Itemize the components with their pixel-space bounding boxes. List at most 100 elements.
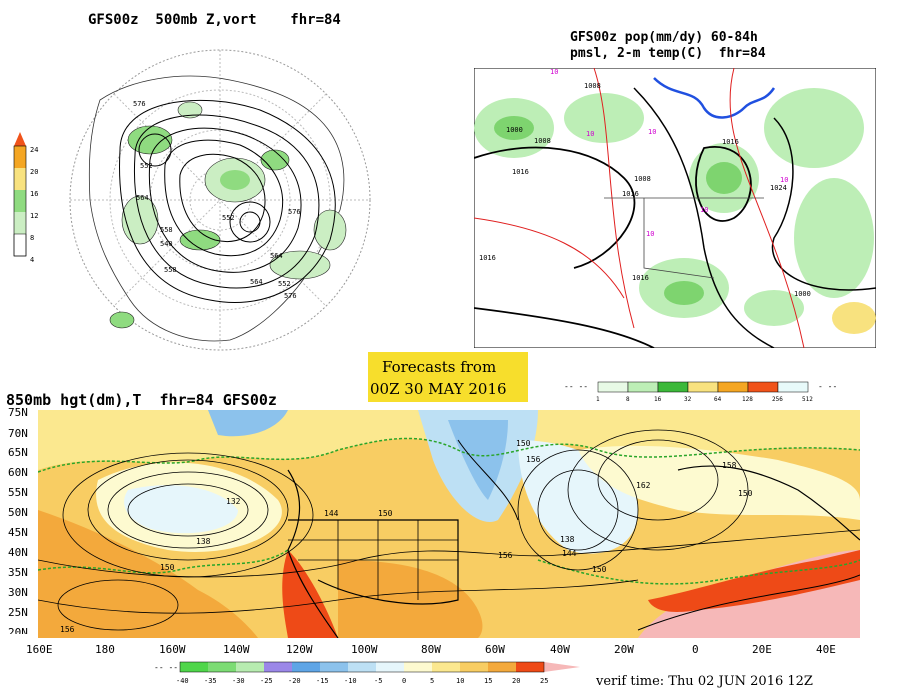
pmsl-label-8: 1024 bbox=[770, 184, 787, 192]
vort-tick-1: 24 bbox=[30, 146, 38, 154]
z850-label-3: 150 bbox=[160, 563, 175, 572]
pmsl-label-9: 1016 bbox=[479, 254, 496, 262]
pop-tick-7: 256 bbox=[772, 396, 783, 402]
precip-legend: -- -- 1 8 16 32 64 128 256 512 - -- bbox=[564, 381, 837, 402]
panel-precip-title-2: pmsl, 2-m temp(C) fhr=84 bbox=[570, 46, 766, 61]
z500-label-10: 564 bbox=[250, 278, 263, 286]
pmsl-label-11: 1000 bbox=[794, 290, 811, 298]
lon-label-60w: 60W bbox=[485, 643, 505, 656]
lat-label-55n: 55N bbox=[8, 486, 28, 499]
lat-label-20n: 20N bbox=[8, 626, 28, 634]
panel-500mb-title: GFS00z 500mb Z,vort fhr=84 bbox=[88, 12, 341, 28]
z500-label-8: 564 bbox=[270, 252, 283, 260]
t2m-label-6: 10 bbox=[780, 176, 788, 184]
lon-label-100w: 100W bbox=[351, 643, 378, 656]
z850-label-8: 156 bbox=[526, 455, 541, 464]
pmsl-label-6: 1016 bbox=[622, 190, 639, 198]
t2m-label-5: 10 bbox=[700, 206, 708, 214]
pop-tick-8: 512 bbox=[802, 396, 813, 402]
panel-precip-title-1: GFS00z pop(mm/dy) 60-84h bbox=[570, 30, 758, 45]
z500-label-9: 558 bbox=[164, 266, 177, 274]
lat-label-70n: 70N bbox=[8, 427, 28, 440]
lon-label-40e: 40E bbox=[816, 643, 836, 656]
z850-label-11: 150 bbox=[592, 565, 607, 574]
lat-label-30n: 30N bbox=[8, 586, 28, 599]
lon-label-40w: 40W bbox=[550, 643, 570, 656]
z850-label-2: 138 bbox=[196, 537, 211, 546]
temp-tick-4: -25 bbox=[260, 677, 273, 685]
z850-label-12: 162 bbox=[636, 481, 651, 490]
temp-tick-9: 0 bbox=[402, 677, 406, 685]
latitude-axis: 75N 70N 65N 60N 55N 50N 45N 40N 35N 30N … bbox=[8, 406, 28, 634]
lon-label-0: 0 bbox=[692, 643, 699, 656]
z500-label-4: 558 bbox=[160, 226, 173, 234]
vort-tick-4: 12 bbox=[30, 212, 38, 220]
forecast-line-1: Forecasts from bbox=[382, 358, 497, 376]
z850-label-15: 156 bbox=[60, 625, 75, 634]
z500-label-5: 540 bbox=[160, 240, 173, 248]
pmsl-label-7: 1016 bbox=[722, 138, 739, 146]
z500-label-12: 576 bbox=[284, 292, 297, 300]
vort-tick-6: 4 bbox=[30, 256, 34, 264]
vort-tick-3: 16 bbox=[30, 190, 38, 198]
z500-label-3: 564 bbox=[136, 194, 149, 202]
svg-text:-- --: -- -- bbox=[564, 382, 588, 391]
lat-label-75n: 75N bbox=[8, 406, 28, 419]
temp-tick-8: -5 bbox=[374, 677, 382, 685]
pmsl-label-10: 1016 bbox=[632, 274, 649, 282]
t2m-label-1: 10 bbox=[550, 68, 558, 76]
z500-label-1: 576 bbox=[133, 100, 146, 108]
z850-label-10: 144 bbox=[562, 549, 577, 558]
z500-label-7: 576 bbox=[288, 208, 301, 216]
lon-label-80w: 80W bbox=[421, 643, 441, 656]
vort-tick-5: 8 bbox=[30, 234, 34, 242]
z850-label-6: 156 bbox=[498, 551, 513, 560]
forecast-box: Forecasts from 00Z 30 MAY 2016 bbox=[368, 352, 528, 402]
svg-text:- --: - -- bbox=[818, 382, 837, 391]
lon-label-140w: 140W bbox=[223, 643, 250, 656]
temp-tick-1: -40 bbox=[176, 677, 189, 685]
z850-label-9: 138 bbox=[560, 535, 575, 544]
lon-label-120w: 120W bbox=[286, 643, 313, 656]
temperature-legend: -- -- -40 -35 -30 -25 -20 -15 -10 -5 0 5… bbox=[154, 661, 580, 685]
z850-label-13: 158 bbox=[722, 461, 737, 470]
pop-tick-4: 32 bbox=[684, 396, 692, 402]
pmsl-label-5: 1008 bbox=[634, 175, 651, 183]
temp-tick-2: -35 bbox=[204, 677, 217, 685]
lat-label-65n: 65N bbox=[8, 446, 28, 459]
temp-tick-6: -15 bbox=[316, 677, 329, 685]
z850-label-4: 144 bbox=[324, 509, 339, 518]
pmsl-label-4: 1016 bbox=[512, 168, 529, 176]
temp-tick-11: 10 bbox=[456, 677, 464, 685]
pop-tick-6: 128 bbox=[742, 396, 753, 402]
z850-label-14: 150 bbox=[738, 489, 753, 498]
temp-tick-14: 25 bbox=[540, 677, 548, 685]
lon-label-180: 180 bbox=[95, 643, 115, 656]
lon-label-160w: 160W bbox=[159, 643, 186, 656]
pop-tick-5: 64 bbox=[714, 396, 722, 402]
pmsl-label-1: 1008 bbox=[584, 82, 601, 90]
lat-label-50n: 50N bbox=[8, 506, 28, 519]
panel-850mb-title: 850mb hgt(dm),T fhr=84 GFS00z bbox=[6, 391, 277, 409]
temp-tick-13: 20 bbox=[512, 677, 520, 685]
precip-pmsl-map: 1008 1008 1000 1016 1008 1016 1016 1024 … bbox=[474, 68, 876, 348]
z500-label-2: 552 bbox=[140, 162, 153, 170]
temp-tick-7: -10 bbox=[344, 677, 357, 685]
z500-label-6: 552 bbox=[222, 214, 235, 222]
map-850mb: 132 138 150 144 150 156 150 156 138 144 … bbox=[38, 410, 860, 638]
temp-tick-5: -20 bbox=[288, 677, 301, 685]
svg-text:-- --: -- -- bbox=[154, 663, 178, 672]
lon-label-20w: 20W bbox=[614, 643, 634, 656]
polar-500mb-map: 576 552 564 558 540 552 576 564 558 564 … bbox=[69, 49, 371, 351]
verif-time: verif time: Thu 02 JUN 2016 12Z bbox=[596, 674, 813, 689]
pmsl-label-3: 1000 bbox=[506, 126, 523, 134]
t2m-label-2: 10 bbox=[586, 130, 594, 138]
lat-label-40n: 40N bbox=[8, 546, 28, 559]
lon-label-20e: 20E bbox=[752, 643, 772, 656]
pop-tick-1: 1 bbox=[596, 396, 600, 402]
vort-tick-2: 20 bbox=[30, 168, 38, 176]
lon-label-160e: 160E bbox=[26, 643, 53, 656]
pmsl-label-2: 1008 bbox=[534, 137, 551, 145]
t2m-label-4: 10 bbox=[646, 230, 654, 238]
lat-label-45n: 45N bbox=[8, 526, 28, 539]
